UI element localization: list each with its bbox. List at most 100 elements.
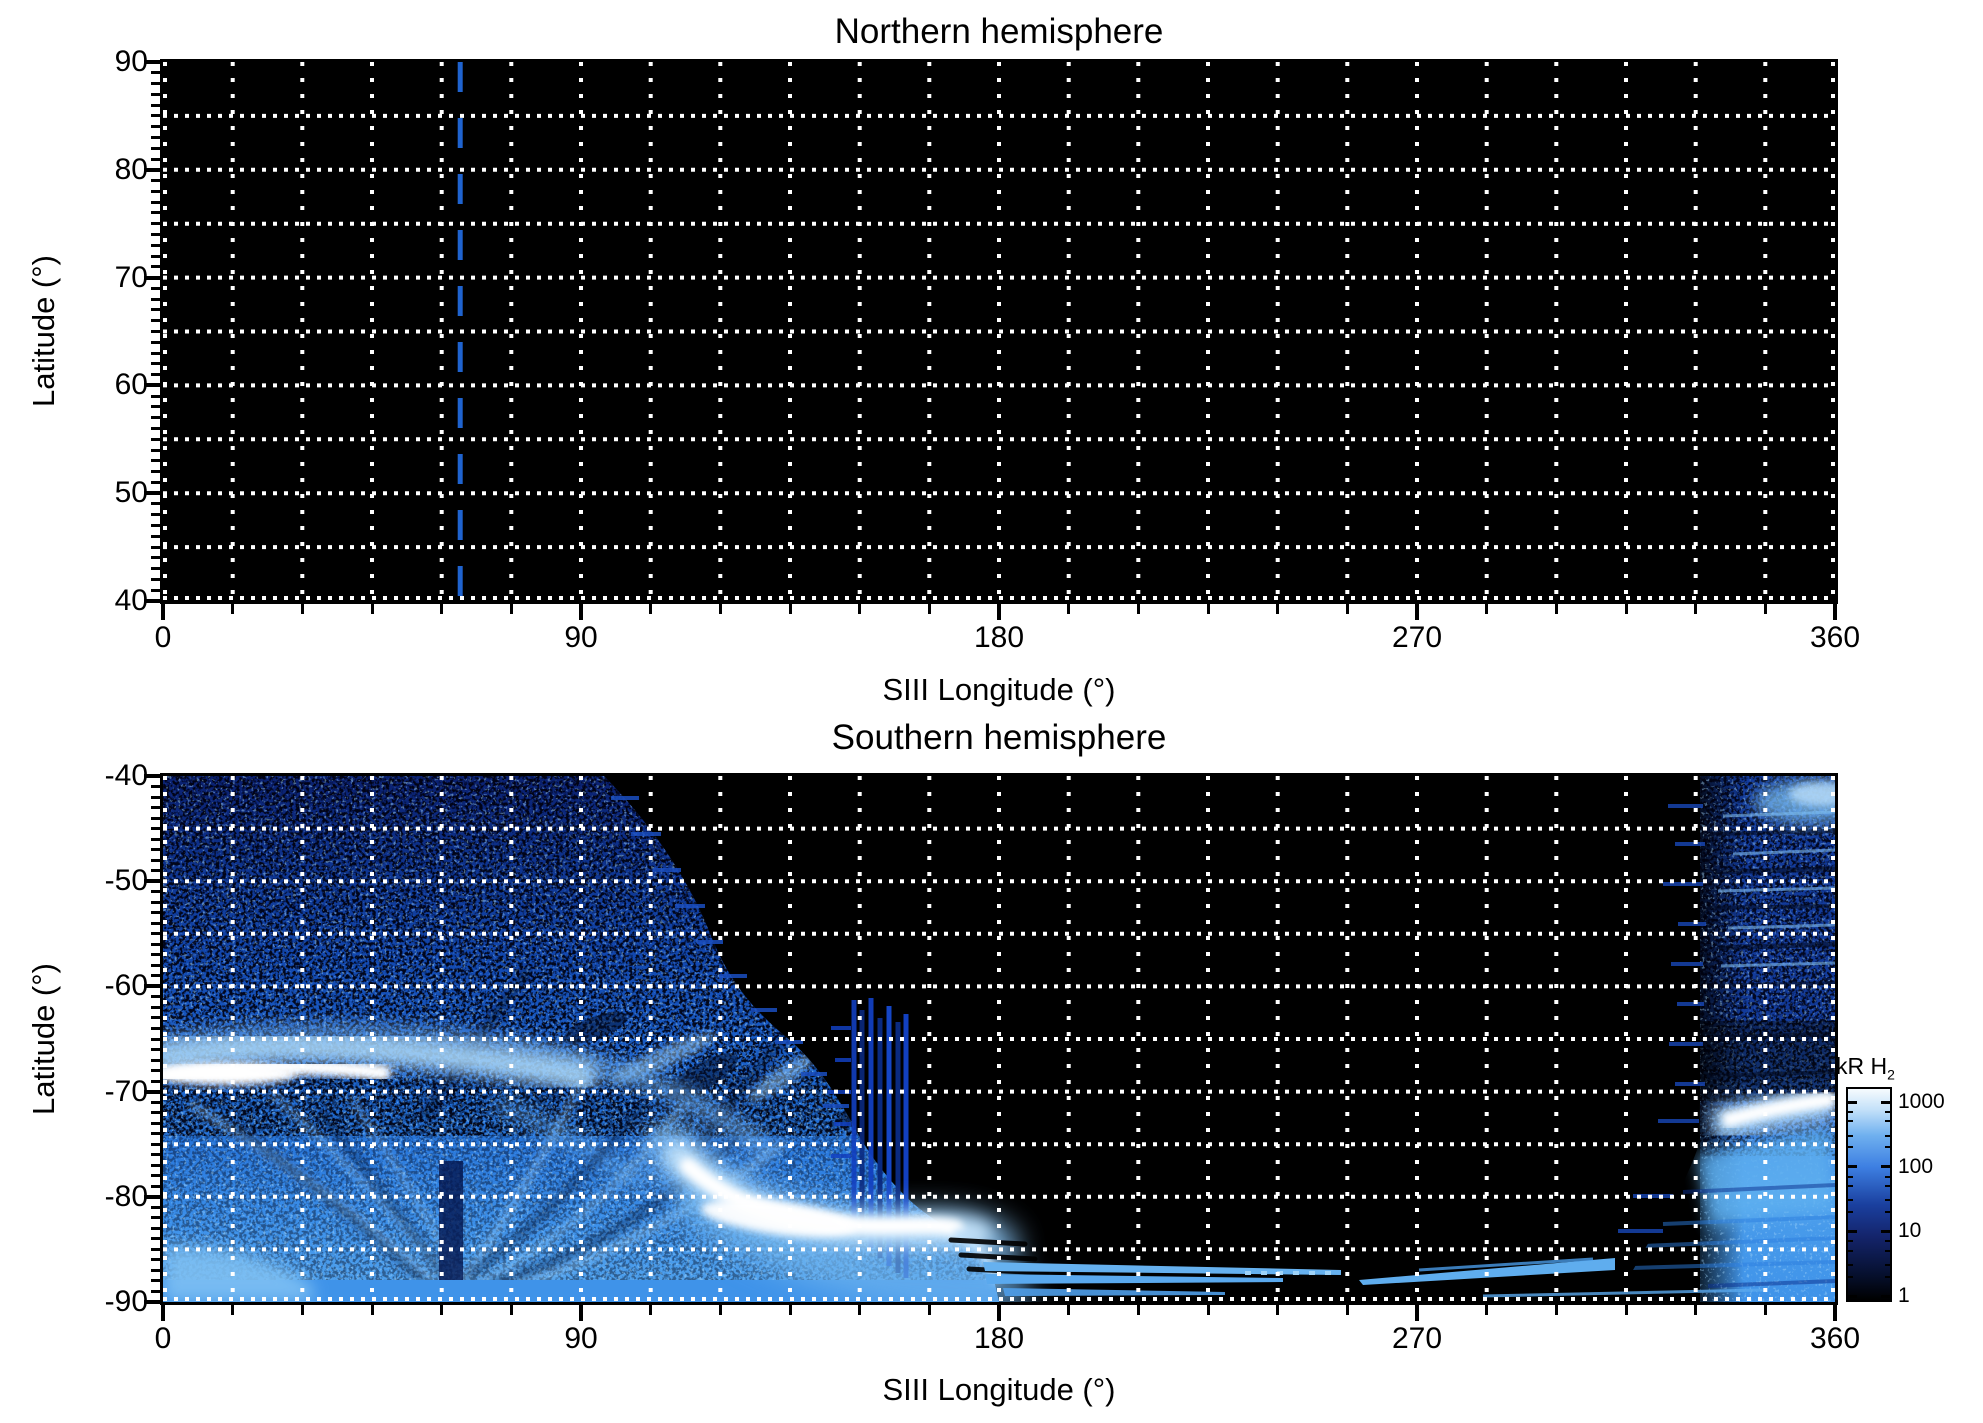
x-minor-tick [718, 1305, 722, 1315]
x-minor-tick [1554, 1305, 1558, 1315]
colorbar-minor-tick [1885, 1146, 1890, 1149]
x-minor-tick [1554, 604, 1558, 614]
y-minor-tick [151, 785, 160, 789]
y-minor-tick [151, 1100, 160, 1104]
y-minor-tick [151, 963, 160, 967]
x-tick-label: 270 [1391, 1322, 1443, 1355]
colorbar-minor-tick [1848, 1120, 1853, 1123]
y-minor-tick [151, 373, 160, 377]
y-minor-tick [151, 330, 160, 333]
y-minor-tick [151, 179, 160, 183]
y-minor-tick [151, 222, 160, 226]
y-minor-tick [151, 1142, 160, 1146]
x-major-tick [161, 1305, 165, 1321]
south-x-axis-title: SIII Longitude (°) [882, 1372, 1116, 1407]
y-tick-label: -50 [104, 864, 148, 898]
y-major-tick [144, 275, 160, 280]
y-minor-tick [151, 71, 160, 75]
y-minor-tick [151, 1289, 160, 1293]
colorbar-major-tick [1848, 1229, 1857, 1233]
south-plot-canvas [163, 776, 1835, 1302]
south-diffuse-emission-east [1630, 776, 1835, 1302]
y-tick-label: -60 [104, 969, 148, 1003]
y-minor-tick [151, 265, 160, 269]
x-major-tick [997, 604, 1001, 620]
x-major-tick [1415, 604, 1419, 620]
colorbar-minor-tick [1848, 1134, 1853, 1137]
x-minor-tick [1136, 1305, 1140, 1315]
y-tick-label: 90 [114, 45, 148, 78]
y-tick-label: -40 [104, 759, 148, 792]
y-minor-tick [151, 1016, 160, 1020]
y-minor-tick [151, 92, 160, 96]
north-panel-title: Northern hemisphere [834, 12, 1164, 51]
y-minor-tick [151, 1153, 160, 1157]
colorbar-minor-tick [1885, 1264, 1890, 1267]
x-minor-tick [1206, 604, 1210, 614]
y-minor-tick [151, 900, 160, 904]
y-tick-label: 50 [114, 476, 148, 510]
colorbar-minor-tick [1848, 1275, 1853, 1278]
x-minor-tick [231, 604, 235, 614]
y-minor-tick [151, 480, 160, 484]
x-major-tick [997, 1305, 1001, 1321]
x-minor-tick [231, 1305, 235, 1315]
x-minor-tick [440, 1305, 444, 1315]
x-tick-label: 0 [154, 621, 172, 654]
y-minor-tick [151, 437, 160, 441]
y-minor-tick [151, 416, 160, 420]
x-minor-tick [1694, 1305, 1698, 1315]
y-minor-tick [151, 869, 160, 873]
y-minor-tick [151, 448, 160, 452]
y-major-tick [144, 383, 160, 388]
y-minor-tick [151, 82, 160, 86]
y-minor-tick [151, 995, 160, 999]
x-minor-tick [1624, 604, 1628, 614]
y-major-tick [144, 879, 160, 884]
x-minor-tick [370, 1305, 374, 1315]
colorbar-minor-tick [1885, 1210, 1890, 1213]
x-minor-tick [1136, 604, 1140, 614]
x-major-tick [1833, 604, 1837, 620]
colorbar-major-tick [1848, 1100, 1857, 1104]
colorbar-minor-tick [1848, 1185, 1853, 1188]
y-minor-tick [151, 953, 160, 957]
y-minor-tick [151, 588, 160, 592]
x-minor-tick [300, 1305, 304, 1315]
colorbar-major-tick [1881, 1165, 1890, 1169]
y-minor-tick [151, 308, 160, 312]
x-minor-tick [649, 1305, 653, 1315]
south-grid [163, 776, 1835, 1302]
colorbar-major-tick [1881, 1229, 1890, 1233]
y-minor-tick [151, 848, 160, 852]
y-minor-tick [151, 1132, 160, 1136]
colorbar-tick-label: 1000 [1898, 1090, 1945, 1113]
y-minor-tick [151, 942, 160, 946]
x-minor-tick [440, 604, 444, 614]
colorbar-minor-tick [1848, 1111, 1853, 1114]
y-tick-label: -70 [104, 1074, 148, 1108]
y-minor-tick [151, 470, 160, 474]
y-minor-tick [151, 1247, 160, 1251]
y-minor-tick [151, 362, 160, 366]
y-minor-tick [151, 340, 160, 344]
x-minor-tick [927, 1305, 931, 1315]
y-minor-tick [151, 1079, 160, 1083]
y-major-tick [144, 984, 160, 989]
y-minor-tick [151, 1174, 160, 1178]
colorbar-tick-label: 1 [1898, 1284, 1910, 1307]
y-minor-tick [151, 297, 160, 301]
y-minor-tick [151, 1058, 160, 1062]
colorbar-minor-tick [1848, 1240, 1853, 1243]
y-minor-tick [151, 921, 160, 925]
y-minor-tick [151, 200, 160, 204]
y-tick-label: 60 [114, 368, 148, 402]
y-minor-tick [151, 1279, 160, 1283]
x-tick-label: 360 [1809, 1322, 1861, 1355]
colorbar-title-subscript: 2 [1887, 1066, 1895, 1083]
y-minor-tick [151, 858, 160, 862]
x-minor-tick [1485, 1305, 1489, 1315]
x-minor-tick [370, 604, 374, 614]
y-major-tick [144, 60, 160, 64]
colorbar-title: kR H2 [1836, 1053, 1895, 1083]
